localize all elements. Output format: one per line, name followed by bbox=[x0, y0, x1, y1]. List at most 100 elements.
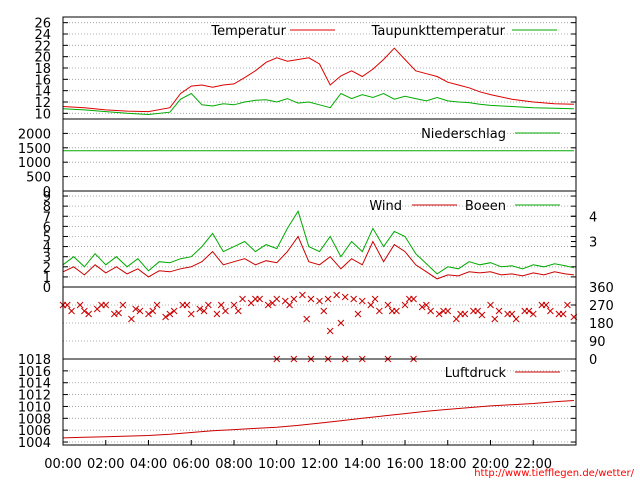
scatter-point-stroke-b bbox=[222, 307, 229, 315]
scatter-point bbox=[119, 301, 127, 309]
scatter-point-stroke-b bbox=[326, 327, 334, 335]
ytick-label-pressure: 1008 bbox=[18, 412, 51, 427]
scatter-point-stroke-b bbox=[153, 301, 161, 309]
scatter-point bbox=[495, 307, 503, 315]
xtick-label: 22:00 bbox=[515, 457, 552, 472]
scatter-point bbox=[401, 301, 409, 309]
scatter-point-stroke-b bbox=[128, 315, 135, 323]
scatter-point-stroke-b bbox=[474, 307, 482, 315]
ytick-label-pressure: 1012 bbox=[18, 389, 51, 404]
ytick-right-label-wind-direction: 180 bbox=[589, 317, 614, 332]
scatter-point-stroke-b bbox=[307, 295, 315, 303]
scatter-point-stroke-b bbox=[115, 309, 122, 317]
scatter-point bbox=[529, 310, 537, 318]
scatter-point bbox=[435, 310, 443, 318]
ytick-label-pressure: 1006 bbox=[18, 424, 51, 439]
scatter-point-stroke-b bbox=[162, 313, 169, 321]
scatter-point-stroke-b bbox=[512, 315, 520, 323]
scatter-point-stroke-b bbox=[478, 311, 486, 319]
scatter-point-stroke-b bbox=[452, 315, 460, 323]
xtick-label: 20:00 bbox=[472, 457, 509, 472]
scatter-point-stroke-b bbox=[196, 305, 204, 313]
scatter-point bbox=[525, 307, 533, 315]
scatter-point-stroke-b bbox=[427, 307, 435, 315]
scatter-point-stroke-b bbox=[204, 301, 212, 309]
scatter-point bbox=[290, 295, 298, 303]
scatter-point-stroke-b bbox=[149, 307, 157, 315]
scatter-point-stroke-b bbox=[405, 295, 413, 303]
scatter-point-stroke-b bbox=[85, 310, 93, 318]
ytick-label-pressure: 1018 bbox=[18, 353, 51, 368]
scatter-point bbox=[542, 301, 550, 309]
scatter-point-stroke-b bbox=[375, 307, 383, 315]
scatter-point bbox=[136, 307, 144, 315]
scatter-point-stroke-b bbox=[299, 291, 306, 299]
scatter-point bbox=[98, 301, 105, 309]
scatter-point-stroke-b bbox=[110, 310, 118, 318]
scatter-point bbox=[320, 307, 328, 315]
scatter-point bbox=[252, 295, 259, 303]
scatter-point-stroke-b bbox=[388, 307, 396, 315]
scatter-point bbox=[367, 301, 375, 309]
scatter-point bbox=[316, 297, 323, 305]
scatter-point bbox=[115, 309, 122, 317]
scatter-point bbox=[183, 301, 191, 309]
ytick-right-label-wind-direction: 270 bbox=[589, 299, 614, 314]
xtick-label: 14:00 bbox=[344, 457, 381, 472]
scatter-point bbox=[457, 310, 464, 318]
scatter-point-stroke-b bbox=[401, 301, 409, 309]
ytick-right-label-wind-direction: 0 bbox=[589, 353, 597, 368]
scatter-point bbox=[286, 301, 293, 309]
xtick-label: 08:00 bbox=[215, 457, 252, 472]
scatter-point-stroke-b bbox=[354, 310, 362, 318]
ytick-label-temperature: 10 bbox=[34, 107, 51, 122]
scatter-point-stroke-b bbox=[457, 310, 464, 318]
legend-label-taupunkttemperatur: Taupunkttemperatur bbox=[371, 24, 506, 39]
ytick-label-wind: 9 bbox=[43, 190, 51, 205]
scatter-point bbox=[85, 310, 93, 318]
scatter-point bbox=[162, 313, 169, 321]
scatter-point bbox=[452, 315, 460, 323]
scatter-point-stroke-b bbox=[435, 310, 443, 318]
series-line-temperatur bbox=[62, 47, 574, 113]
scatter-point bbox=[145, 310, 152, 318]
scatter-point-stroke-b bbox=[239, 295, 246, 303]
credit-link[interactable]: http://www.tiefflegen.de/wetter/ bbox=[474, 468, 634, 479]
ytick-label-temperature: 22 bbox=[34, 39, 51, 54]
scatter-point bbox=[487, 301, 494, 309]
legend-label-wind: Wind bbox=[369, 199, 402, 214]
scatter-point bbox=[264, 301, 272, 309]
scatter-point bbox=[546, 307, 554, 315]
ytick-right-label-wind: 4 bbox=[589, 210, 597, 225]
xtick-label: 18:00 bbox=[429, 457, 466, 472]
scatter-point-stroke-b bbox=[200, 307, 208, 315]
ytick-label-temperature: 12 bbox=[34, 96, 51, 111]
scatter-point-stroke-b bbox=[303, 315, 311, 323]
panel-wind-direction: 360 270 180 90 0 bbox=[59, 281, 614, 368]
xtick-label: 16:00 bbox=[386, 457, 423, 472]
scatter-point-stroke-b bbox=[320, 307, 328, 315]
scatter-point bbox=[350, 295, 358, 303]
scatter-point-stroke-b bbox=[495, 307, 503, 315]
scatter-point bbox=[269, 299, 276, 307]
scatter-point bbox=[153, 301, 161, 309]
ytick-label-temperature: 16 bbox=[34, 73, 51, 88]
scatter-point-stroke-b bbox=[440, 307, 447, 315]
scatter-point bbox=[341, 293, 349, 301]
scatter-point-stroke-b bbox=[166, 310, 174, 318]
scatter-point-stroke-b bbox=[252, 295, 259, 303]
ytick-label-wind: 0 bbox=[43, 281, 51, 296]
scatter-point-stroke-b bbox=[76, 301, 84, 309]
xtick-label: 04:00 bbox=[130, 457, 167, 472]
scatter-point bbox=[239, 295, 246, 303]
scatter-point-stroke-b bbox=[187, 310, 195, 318]
scatter-point bbox=[508, 310, 516, 318]
scatter-point-stroke-b bbox=[367, 301, 375, 309]
scatter-point-stroke-b bbox=[213, 310, 221, 318]
scatter-point-stroke-b bbox=[81, 307, 88, 315]
scatter-point-stroke-b bbox=[98, 301, 105, 309]
